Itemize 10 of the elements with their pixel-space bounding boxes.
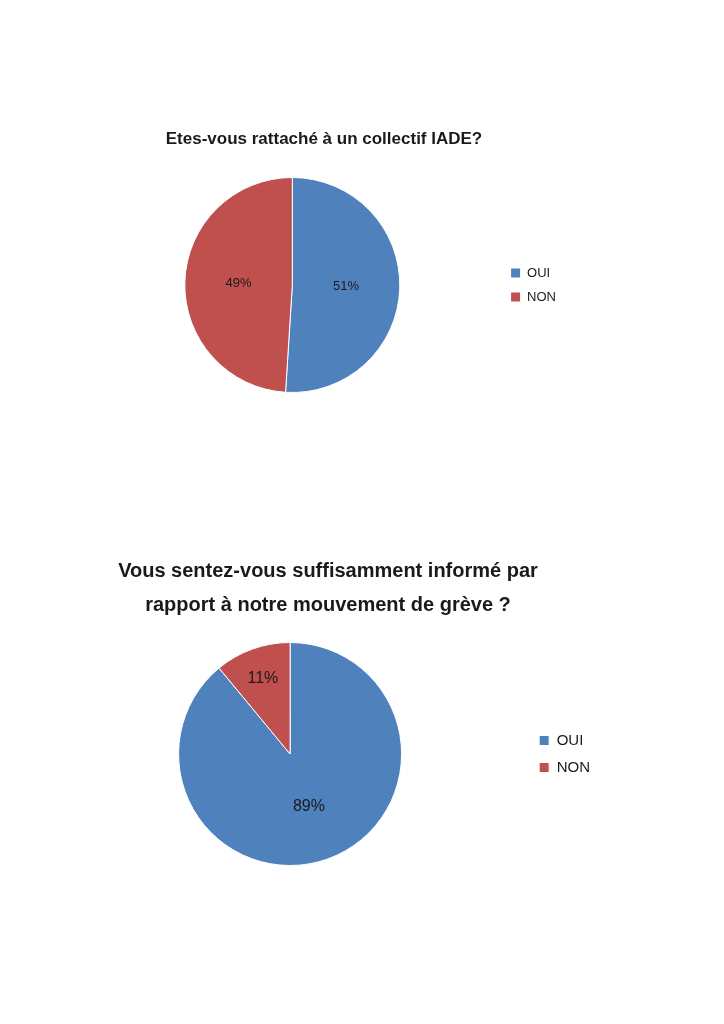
legend-label: OUI	[527, 264, 551, 280]
data-label: 11%	[247, 668, 279, 686]
data-label: 51%	[333, 278, 360, 294]
chart-title: Etes-vous rattaché à un collectif IADE?	[164, 129, 484, 149]
legend-label: NON	[556, 757, 591, 775]
legend-label: OUI	[556, 730, 584, 748]
chart-title: Vous sentez-vous suffisamment informé par rapport à notre mouvement de grève ?	[117, 558, 539, 617]
data-label: 49%	[225, 274, 253, 290]
legend-label: NON	[527, 288, 556, 304]
data-label: 89%	[292, 796, 325, 814]
